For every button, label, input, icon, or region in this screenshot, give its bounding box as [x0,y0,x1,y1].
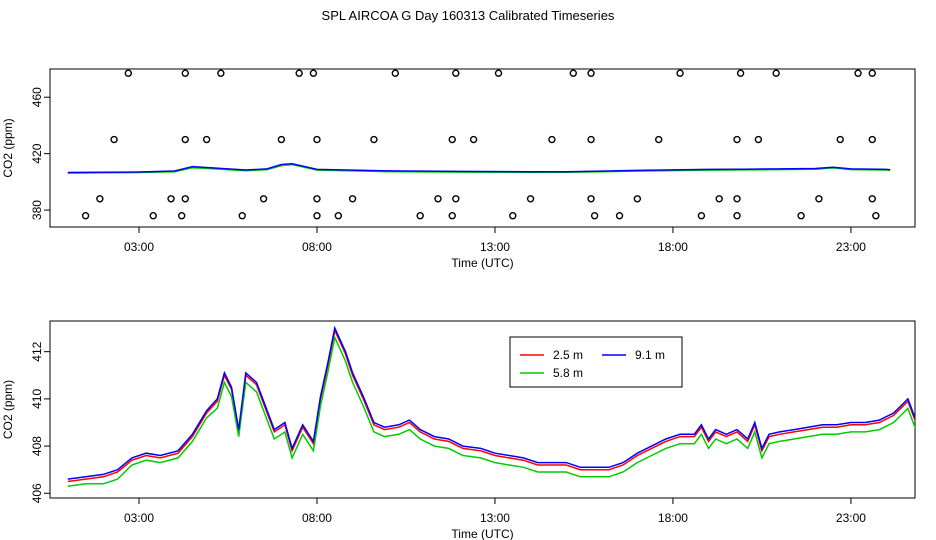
calibration-point [676,69,684,77]
calibration-point [772,69,780,77]
top-panel: 03:00 08:00 13:00 18:00 23:00 380 420 460 Time (… [1,68,916,270]
calibration-point [452,69,460,77]
calibration-point [313,212,321,220]
calibration-point [178,212,186,220]
y-tick-label: 460 [30,87,44,107]
calibration-point [754,135,763,144]
calibration-point [736,69,745,77]
calibration-point [81,212,90,220]
calibration-point [448,135,456,144]
x-tick-label: 23:00 [836,511,866,525]
x-tick-label: 13:00 [480,240,510,254]
calibration-point [295,69,303,77]
series-line [67,327,915,483]
calibration-point [370,135,378,144]
calibration-point [334,212,343,220]
calibration-point [587,69,595,77]
calibration-point [202,135,211,144]
calibration-point [348,195,357,203]
calibration-point [313,195,321,203]
x-tick-label: 08:00 [302,240,332,254]
calibration-point [733,135,741,144]
calibration-point [797,212,805,220]
calibration-point [96,195,104,203]
calibration-point [868,69,876,77]
calibration-point [277,135,286,144]
calibration-point [872,212,880,220]
x-tick-label: 18:00 [658,511,688,525]
x-tick-label: 13:00 [480,511,510,525]
calibration-point [452,195,460,203]
calibration-point [633,195,642,203]
x-tick-label: 03:00 [124,240,154,254]
series-line [67,335,915,487]
calibration-point [854,69,862,77]
bottom-panel: 03:00 08:00 13:00 18:00 23:00 406 408 410 412 Tim… [1,320,916,540]
y-tick-label: 412 [30,341,44,361]
calibration-point [238,212,246,220]
legend-label: 5.8 m [553,366,583,380]
x-axis-label: Time (UTC) [451,527,513,540]
chart-title: SPL AIRCOA G Day 160313 Calibrated Times… [321,8,615,23]
calibration-point [733,195,741,203]
y-tick-label: 408 [30,436,44,456]
calibration-point [149,212,157,220]
x-axis-label: Time (UTC) [451,256,513,270]
x-tick-label: 23:00 [836,240,866,254]
y-axis-label: CO2 (ppm) [1,380,15,439]
series-line [67,163,891,174]
calibration-point [110,135,118,144]
legend-label: 9.1 m [635,348,665,362]
calibration-point [167,195,175,203]
calibration-point [615,212,624,220]
y-axis-label: CO2 (ppm) [1,118,15,177]
y-tick-label: 406 [30,483,44,503]
plot-frame [49,68,916,228]
x-tick-label: 03:00 [124,511,154,525]
y-tick-label: 410 [30,389,44,409]
calibration-point [217,69,225,77]
y-tick-label: 380 [30,200,44,220]
calibration-point [124,69,133,77]
calibration-point [448,212,456,220]
calibration-point [715,195,723,203]
calibration-point [587,195,595,203]
calibration-point [259,195,268,203]
calibration-point [181,69,189,77]
calibration-point [697,212,706,220]
calibration-point [181,135,189,144]
calibration-point [587,135,595,144]
calibration-point [836,135,844,144]
calibration-point [569,69,577,77]
calibration-point [434,195,442,203]
calibration-point [868,135,876,144]
calibration-point [509,212,517,220]
calibration-point [868,195,876,203]
calibration-point [733,212,741,220]
calibration-point [526,195,535,203]
calibration-point [313,135,321,144]
x-tick-label: 18:00 [658,240,688,254]
calibration-point [309,69,318,77]
legend-label: 2.5 m [553,348,583,362]
plot-frame [49,320,916,499]
calibration-point [469,135,478,144]
calibration-point [391,69,399,77]
calibration-point [416,212,424,220]
calibration-point [181,195,189,203]
y-tick-label: 420 [30,143,44,163]
calibration-point [655,135,663,144]
series-line [67,325,915,480]
calibration-point [548,135,556,144]
legend-box [509,336,683,388]
calibration-point [494,69,503,77]
x-tick-label: 08:00 [302,511,332,525]
calibration-point [590,212,599,220]
calibration-point [815,195,823,203]
